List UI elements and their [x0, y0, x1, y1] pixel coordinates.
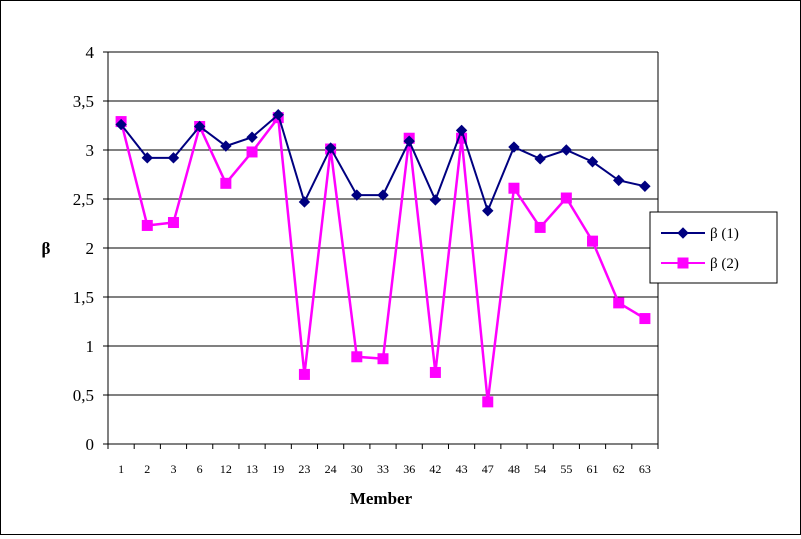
data-point — [246, 131, 258, 143]
x-tick-label: 55 — [560, 462, 572, 476]
y-tick-label: 0 — [86, 435, 95, 454]
y-tick-label: 3 — [86, 141, 95, 160]
x-tick-labels: 1 2 3 6 12 13 19 23 24 30 33 36 42 43 47 48 54 55 61 62 63 — [118, 462, 651, 476]
x-tick-label: 6 — [197, 462, 203, 476]
data-point — [455, 124, 468, 137]
x-tick-label: 3 — [170, 462, 176, 476]
data-point — [586, 156, 599, 168]
x-tick-label: 36 — [403, 462, 415, 476]
axes — [103, 51, 659, 449]
legend-label: β (1) — [710, 226, 739, 242]
y-axis-title: β — [42, 239, 51, 258]
x-tick-label: 54 — [534, 462, 546, 476]
x-tick-label: 23 — [298, 462, 310, 476]
data-point — [167, 217, 179, 229]
series-1 — [115, 109, 651, 217]
data-point — [403, 135, 415, 147]
data-point — [534, 153, 546, 165]
data-point — [246, 146, 258, 158]
data-point — [298, 196, 311, 208]
data-point — [220, 177, 232, 189]
x-axis-title: Member — [350, 489, 413, 508]
data-point — [560, 144, 573, 156]
x-tick-label: 13 — [246, 462, 258, 476]
data-point — [482, 205, 494, 217]
data-point — [639, 180, 651, 192]
data-point — [272, 109, 284, 121]
data-point — [377, 353, 389, 365]
data-point — [613, 174, 625, 187]
x-tick-label: 62 — [613, 462, 625, 476]
y-tick-labels: 0 0,5 1 1,5 2 2,5 3 3,5 4 — [73, 43, 95, 454]
x-tick-label: 33 — [377, 462, 389, 476]
data-point — [613, 297, 625, 309]
x-tick-label: 1 — [118, 462, 124, 476]
y-tick-label: 2,5 — [73, 190, 94, 209]
data-point — [377, 189, 389, 201]
data-point — [220, 140, 232, 152]
data-point — [167, 152, 180, 164]
x-tick-label: 43 — [456, 462, 468, 476]
x-tick-label: 30 — [351, 462, 363, 476]
x-tick-label: 12 — [220, 462, 232, 476]
data-point — [351, 189, 363, 201]
y-tick-label: 1 — [86, 337, 95, 356]
data-point — [587, 235, 599, 247]
data-point — [115, 118, 127, 131]
x-tick-label: 63 — [639, 462, 651, 476]
data-point — [482, 396, 494, 408]
y-tick-label: 2 — [86, 239, 95, 258]
data-point — [508, 141, 520, 153]
data-point — [324, 142, 337, 154]
data-point — [677, 257, 689, 269]
x-tick-label: 2 — [144, 462, 150, 476]
y-tick-label: 3,5 — [73, 92, 94, 111]
data-point — [429, 366, 441, 378]
x-tick-label: 61 — [587, 462, 599, 476]
y-tick-label: 4 — [86, 43, 95, 62]
series — [115, 109, 651, 408]
data-point — [508, 182, 520, 194]
data-point — [141, 152, 153, 164]
legend-label: β (2) — [710, 256, 739, 272]
y-tick-label: 0,5 — [73, 386, 94, 405]
legend: β (1) β (2) — [649, 211, 778, 284]
data-point — [639, 313, 651, 325]
data-point — [534, 221, 546, 233]
y-tick-label: 1,5 — [73, 288, 94, 307]
data-point — [141, 219, 153, 231]
data-point — [351, 351, 363, 363]
x-tick-label: 47 — [482, 462, 494, 476]
series-2 — [115, 112, 651, 408]
x-tick-label: 24 — [325, 462, 337, 476]
data-point — [298, 368, 310, 380]
x-tick-label: 19 — [272, 462, 284, 476]
legend-box — [649, 211, 778, 284]
x-tick-label: 48 — [508, 462, 520, 476]
data-point — [193, 120, 206, 133]
x-tick-label: 42 — [429, 462, 441, 476]
gridlines — [108, 51, 658, 396]
data-point — [429, 194, 442, 206]
data-point — [677, 227, 689, 239]
data-point — [560, 192, 572, 204]
